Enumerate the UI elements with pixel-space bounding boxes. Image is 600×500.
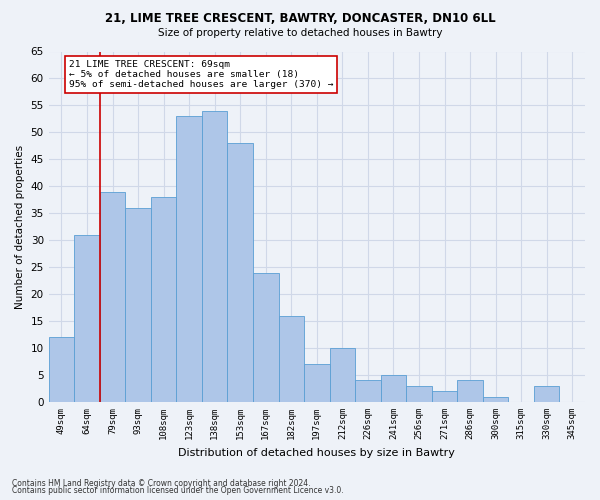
Bar	[304, 364, 329, 402]
Bar	[100, 192, 125, 402]
Text: Size of property relative to detached houses in Bawtry: Size of property relative to detached ho…	[158, 28, 442, 38]
Bar	[329, 348, 355, 402]
Text: 21 LIME TREE CRESCENT: 69sqm
← 5% of detached houses are smaller (18)
95% of sem: 21 LIME TREE CRESCENT: 69sqm ← 5% of det…	[69, 60, 334, 90]
Text: 21, LIME TREE CRESCENT, BAWTRY, DONCASTER, DN10 6LL: 21, LIME TREE CRESCENT, BAWTRY, DONCASTE…	[104, 12, 496, 26]
Bar	[49, 338, 74, 402]
Bar	[227, 143, 253, 402]
X-axis label: Distribution of detached houses by size in Bawtry: Distribution of detached houses by size …	[178, 448, 455, 458]
Bar	[534, 386, 559, 402]
Bar	[406, 386, 432, 402]
Bar	[278, 316, 304, 402]
Bar	[151, 197, 176, 402]
Bar	[176, 116, 202, 402]
Bar	[202, 111, 227, 402]
Bar	[380, 375, 406, 402]
Y-axis label: Number of detached properties: Number of detached properties	[15, 144, 25, 309]
Bar	[432, 392, 457, 402]
Bar	[355, 380, 380, 402]
Bar	[483, 396, 508, 402]
Text: Contains public sector information licensed under the Open Government Licence v3: Contains public sector information licen…	[12, 486, 344, 495]
Bar	[457, 380, 483, 402]
Bar	[125, 208, 151, 402]
Text: Contains HM Land Registry data © Crown copyright and database right 2024.: Contains HM Land Registry data © Crown c…	[12, 478, 311, 488]
Bar	[253, 272, 278, 402]
Bar	[74, 235, 100, 402]
